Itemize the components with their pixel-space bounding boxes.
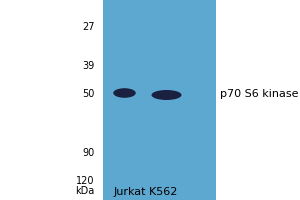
Text: 50: 50 — [82, 89, 94, 99]
Text: p70 S6 kinase β: p70 S6 kinase β — [220, 89, 300, 99]
Text: Jurkat K562: Jurkat K562 — [113, 187, 178, 197]
FancyBboxPatch shape — [103, 0, 216, 200]
Text: 120: 120 — [76, 176, 94, 186]
Text: kDa: kDa — [75, 186, 94, 196]
Text: 27: 27 — [82, 22, 94, 32]
Ellipse shape — [113, 88, 136, 98]
Text: 90: 90 — [82, 148, 94, 158]
Ellipse shape — [152, 90, 182, 100]
Text: 39: 39 — [82, 61, 94, 71]
